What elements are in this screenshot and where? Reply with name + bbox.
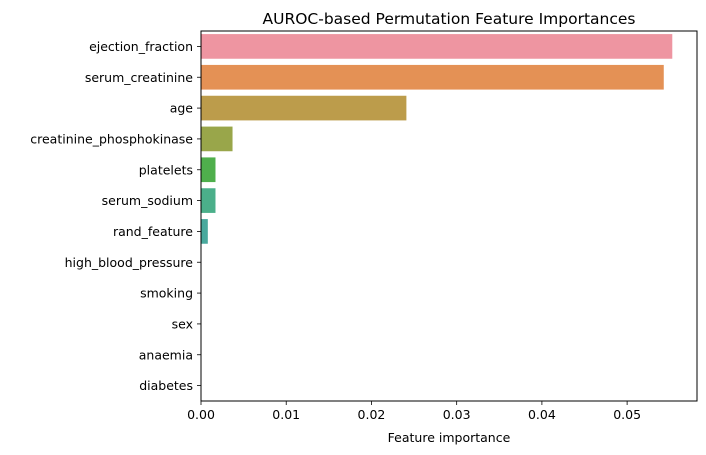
- bar-serum-sodium: [201, 188, 216, 213]
- y-tick-label: anaemia: [139, 347, 193, 362]
- x-axis-label: Feature importance: [388, 430, 511, 445]
- y-tick-label: serum_creatinine: [85, 70, 193, 85]
- bars-group: [201, 34, 673, 244]
- x-tick-label: 0.00: [187, 407, 215, 422]
- y-tick-label: creatinine_phosphokinase: [30, 131, 193, 146]
- y-tick-label: rand_feature: [113, 224, 193, 239]
- bar-age: [201, 95, 407, 121]
- bar-creatinine-phosphokinase: [201, 126, 233, 152]
- y-tick-label: sex: [172, 316, 193, 331]
- y-tick-label: smoking: [140, 286, 193, 301]
- y-tick-label: age: [170, 101, 194, 116]
- chart-title: AUROC-based Permutation Feature Importan…: [263, 10, 636, 28]
- x-tick-label: 0.03: [443, 407, 471, 422]
- bar-serum-creatinine: [201, 64, 664, 90]
- y-tick-label: ejection_fraction: [89, 39, 193, 54]
- bar-rand-feature: [201, 219, 208, 244]
- y-tick-label: serum_sodium: [102, 193, 193, 208]
- x-tick-label: 0.01: [272, 407, 300, 422]
- x-tick-label: 0.02: [358, 407, 386, 422]
- y-tick-label: platelets: [139, 162, 193, 177]
- y-tick-label: high_blood_pressure: [65, 255, 194, 270]
- y-tick-label: diabetes: [139, 378, 193, 393]
- plot-frame: [200, 30, 698, 402]
- bar-platelets: [201, 157, 216, 183]
- bar-ejection-fraction: [201, 34, 673, 59]
- x-tick-label: 0.04: [528, 407, 556, 422]
- x-axis-ticks: 0.00 0.01 0.02 0.03 0.04 0.05: [187, 401, 641, 422]
- x-tick-label: 0.05: [613, 407, 641, 422]
